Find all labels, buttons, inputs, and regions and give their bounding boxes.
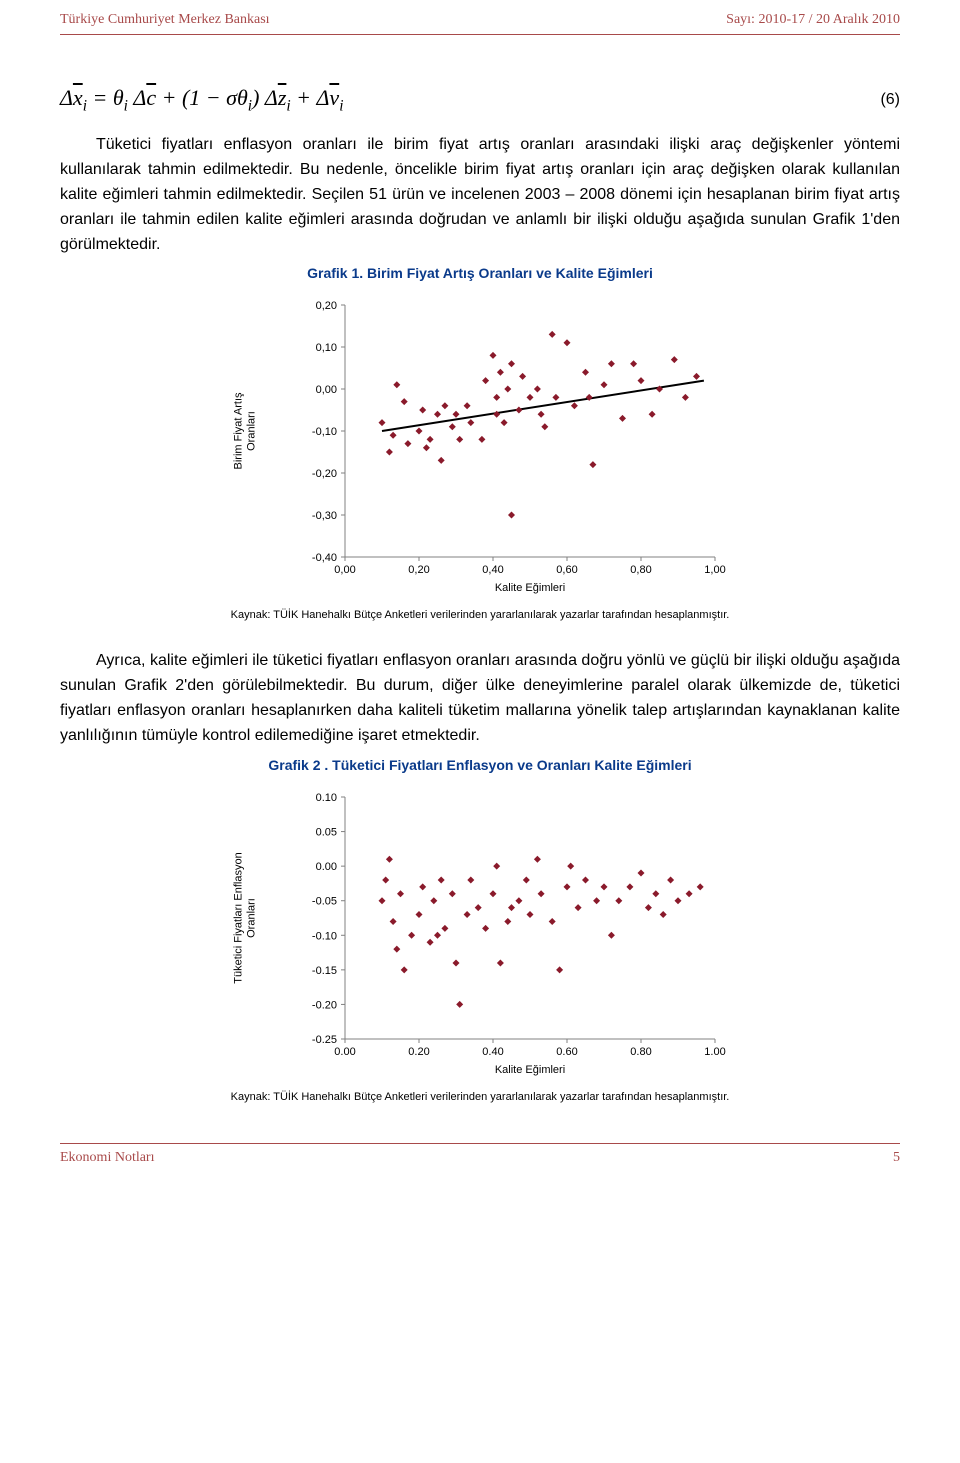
equation-body: Δxi = θi Δc + (1 − σθi) Δzi + Δvi (60, 85, 343, 115)
svg-text:-0.15: -0.15 (312, 964, 337, 976)
svg-text:Tüketici Fiyatları Enflasyon: Tüketici Fiyatları Enflasyon (233, 852, 245, 983)
chart1-source: Kaynak: TÜİK Hanehalkı Bütçe Anketleri v… (60, 609, 900, 621)
chart2-wrap: -0.25 -0.20 -0.15 -0.10 -0.05 0.00 0.05 0.10 0.0… (60, 783, 900, 1083)
paragraph-2: Ayrıca, kalite eğimleri ile tüketici fiy… (60, 649, 900, 748)
svg-text:0.60: 0.60 (556, 1046, 577, 1058)
footer-right: 5 (893, 1150, 900, 1166)
chart2-title: Grafik 2 . Tüketici Fiyatları Enflasyon … (60, 757, 900, 773)
svg-text:-0,10: -0,10 (312, 426, 337, 438)
chart2-source: Kaynak: TÜİK Hanehalkı Bütçe Anketleri v… (60, 1091, 900, 1103)
svg-text:0.05: 0.05 (316, 826, 337, 838)
header-right: Sayı: 2010-17 / 20 Aralık 2010 (726, 12, 900, 28)
svg-text:-0,40: -0,40 (312, 552, 337, 564)
chart1-title: Grafik 1. Birim Fiyat Artış Oranları ve … (60, 265, 900, 281)
paragraph-1: Tüketici fiyatları enflasyon oranları il… (60, 133, 900, 257)
svg-text:0,80: 0,80 (630, 564, 651, 576)
equation-number: (6) (880, 91, 900, 109)
chart2: -0.25 -0.20 -0.15 -0.10 -0.05 0.00 0.05 0.10 0.0… (220, 783, 740, 1083)
chart1-wrap: -0,40 -0,30 -0,20 -0,10 0,00 0,10 0,20 0,00 0,20… (60, 291, 900, 601)
svg-text:-0.20: -0.20 (312, 999, 337, 1011)
svg-text:0.80: 0.80 (630, 1046, 651, 1058)
svg-text:Kalite Eğimleri: Kalite Eğimleri (495, 1064, 565, 1076)
svg-text:0,20: 0,20 (408, 564, 429, 576)
svg-text:Kalite Eğimleri: Kalite Eğimleri (495, 582, 565, 594)
svg-text:-0,30: -0,30 (312, 510, 337, 522)
page-footer: Ekonomi Notları 5 (60, 1143, 900, 1166)
svg-text:1.00: 1.00 (704, 1046, 725, 1058)
svg-text:0,00: 0,00 (316, 384, 337, 396)
svg-text:0.00: 0.00 (334, 1046, 355, 1058)
page-header: Türkiye Cumhuriyet Merkez Bankası Sayı: … (60, 0, 900, 35)
svg-text:0,60: 0,60 (556, 564, 577, 576)
svg-text:-0.10: -0.10 (312, 930, 337, 942)
chart1: -0,40 -0,30 -0,20 -0,10 0,00 0,10 0,20 0,00 0,20… (220, 291, 740, 601)
svg-text:-0.25: -0.25 (312, 1034, 337, 1046)
header-left: Türkiye Cumhuriyet Merkez Bankası (60, 12, 270, 28)
footer-left: Ekonomi Notları (60, 1150, 155, 1166)
svg-text:0.00: 0.00 (316, 861, 337, 873)
svg-text:0.40: 0.40 (482, 1046, 503, 1058)
svg-text:0.10: 0.10 (316, 792, 337, 804)
svg-text:Birim Fiyat Artış: Birim Fiyat Artış (233, 392, 245, 470)
svg-text:-0.05: -0.05 (312, 895, 337, 907)
svg-text:0.20: 0.20 (408, 1046, 429, 1058)
svg-text:0,20: 0,20 (316, 300, 337, 312)
svg-text:Oranları: Oranları (246, 898, 258, 938)
equation-row: Δxi = θi Δc + (1 − σθi) Δzi + Δvi (6) (60, 85, 900, 115)
svg-text:0,10: 0,10 (316, 342, 337, 354)
svg-text:Oranları: Oranları (246, 412, 258, 452)
svg-text:0,40: 0,40 (482, 564, 503, 576)
svg-text:0,00: 0,00 (334, 564, 355, 576)
svg-text:-0,20: -0,20 (312, 468, 337, 480)
svg-text:1,00: 1,00 (704, 564, 725, 576)
